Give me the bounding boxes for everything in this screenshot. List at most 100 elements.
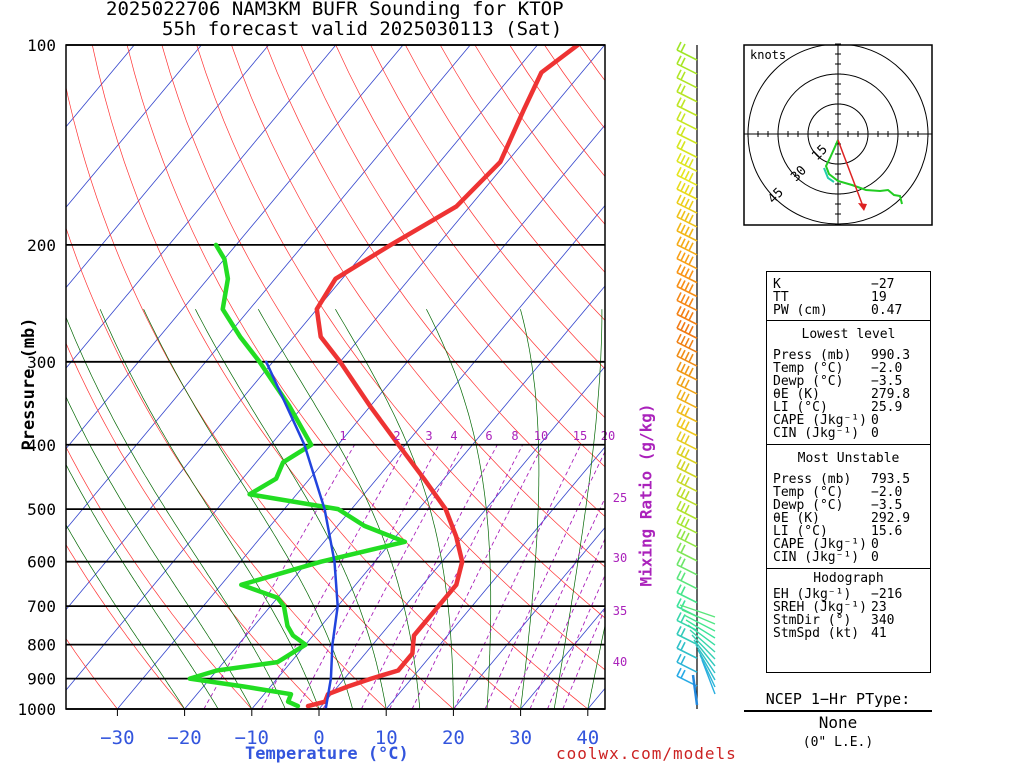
index-unstable-label: θE (K) [773,511,820,526]
mixing-ratio-line [562,607,605,709]
wind-barb [699,654,716,688]
index-general-label: TT [773,290,789,305]
mixing-ratio-label: 20 [601,429,615,443]
pressure-tick-label: 100 [27,36,56,55]
chart-title-line2: 55h forecast valid 2025030113 (Sat) [162,18,563,40]
wind-barb [676,556,698,576]
wind-barb [676,361,698,381]
index-hodo-label: SREH (Jkg⁻¹) [773,600,867,615]
mixing-ratio-label: 8 [511,429,518,443]
index-lowest-row: θE (K) 279.8 [773,388,930,401]
plot-frame [65,44,606,710]
wind-barb [691,674,699,706]
moist-adiabat-line [66,463,219,709]
isotherm-line [453,526,605,709]
mixing-ratio-axis-label: Mixing Ratio (g/kg) [636,403,656,587]
isotherm-line [251,285,605,709]
mixing-ratio-label: 10 [534,429,548,443]
index-unstable-value: −2.0 [871,485,903,500]
mixing-ratio-line [296,444,440,709]
wind-barb [689,629,716,653]
isotherm-line [66,45,337,369]
index-unstable-value: 793.5 [871,472,911,487]
wind-barb [676,41,698,61]
index-lowest-row: CIN (Jkg⁻¹) 0 [773,427,930,440]
index-hodo-value: 41 [871,626,887,641]
moist-adiabat-line [520,309,540,709]
wind-barb [676,83,698,103]
moist-adiabat-line [66,316,286,709]
mixing-ratio-label: 15 [573,429,587,443]
index-lowest-row: Press (mb) 990.3 [773,349,930,362]
hodograph-trace [824,139,903,205]
dry-adiabat-line [300,45,605,468]
dry-adiabat-line [66,85,454,709]
wind-barb [676,445,698,465]
wind-barb [676,514,698,534]
index-lowest-value: 279.8 [871,387,911,402]
wind-barb [687,624,716,646]
dry-adiabat-line [66,226,387,709]
x-axis-label: Temperature (°C) [245,744,409,764]
wind-barb [676,486,698,506]
wind-barb [676,278,698,298]
pressure-tick-label: 300 [27,353,56,372]
wind-barb [676,389,698,409]
wind-barb [679,604,716,618]
index-lowest-label: Press (mb) [773,348,852,363]
mixing-ratio-label: 25 [613,491,627,505]
lowest-level-section: Lowest level Press (mb) 990.3 Temp (°C) −2.… [767,321,930,445]
wind-barb [676,208,698,228]
temperature-tick-label: 20 [442,727,465,749]
most-unstable-section: Most Unstable Press (mb) 793.5 Temp (°C) −2… [767,445,930,569]
wind-barb [676,125,698,145]
index-unstable-label: Press (mb) [773,472,852,487]
index-lowest-label: θE (K) [773,387,820,402]
index-hodo-row: StmDir (°) 340 [773,614,930,627]
wind-barb [676,152,698,173]
hodograph-section: Hodograph EH (Jkg⁻¹) −216 SREH (Jkg⁻¹) 23 St… [767,569,930,640]
dry-adiabat-line [196,45,605,619]
indices-table: K −27 TT 19 PW (cm) 0.47 Lowest level Press (… [766,271,931,673]
index-hodo-value: −216 [871,587,903,602]
index-hodo-value: 23 [871,600,887,615]
index-unstable-row: θE (K) 292.9 [773,512,930,525]
temperature-tick-label: −30 [100,727,134,749]
index-general-value: 19 [871,290,887,305]
y-axis-label: Pressure (mb) [19,317,39,451]
isotherm-line [66,45,538,611]
mixing-ratio-label: 1 [339,429,346,443]
index-lowest-value: −2.0 [871,361,903,376]
index-lowest-row: LI (°C) 25.9 [773,401,930,414]
credit-text[interactable]: coolwx.com/models [556,744,737,763]
dry-adiabat-line [66,638,118,709]
mixing-ratio-label: 2 [393,429,400,443]
wind-barb [693,639,716,667]
index-hodo-value: 340 [871,613,895,628]
temperature-tick-label: −20 [167,727,201,749]
index-unstable-row: CIN (Jkg⁻¹) 0 [773,551,930,564]
wind-barb [676,500,698,520]
isotherm-line [318,365,605,709]
dry-adiabat-line [91,45,521,709]
wind-barb [676,542,698,562]
mixing-ratio-line [322,444,464,709]
isotherm-line [66,45,471,530]
wind-barb [676,570,698,590]
dewpoint-trace [187,242,408,709]
index-lowest-value: −3.5 [871,374,903,389]
index-unstable-row: Dewp (°C) −3.5 [773,499,930,512]
indices-general: K −27 TT 19 PW (cm) 0.47 [767,272,930,321]
index-unstable-value: 0 [871,537,879,552]
index-lowest-value: 0 [871,426,879,441]
pressure-tick-label: 600 [27,553,56,572]
wind-barb [676,305,698,326]
index-unstable-row: LI (°C) 15.6 [773,525,930,538]
wind-barb [683,614,716,632]
isotherm-line [66,45,605,691]
moist-adiabat-line [257,309,421,709]
wind-barb [676,236,698,256]
index-lowest-label: Temp (°C) [773,361,844,376]
wind-barb [676,417,698,437]
